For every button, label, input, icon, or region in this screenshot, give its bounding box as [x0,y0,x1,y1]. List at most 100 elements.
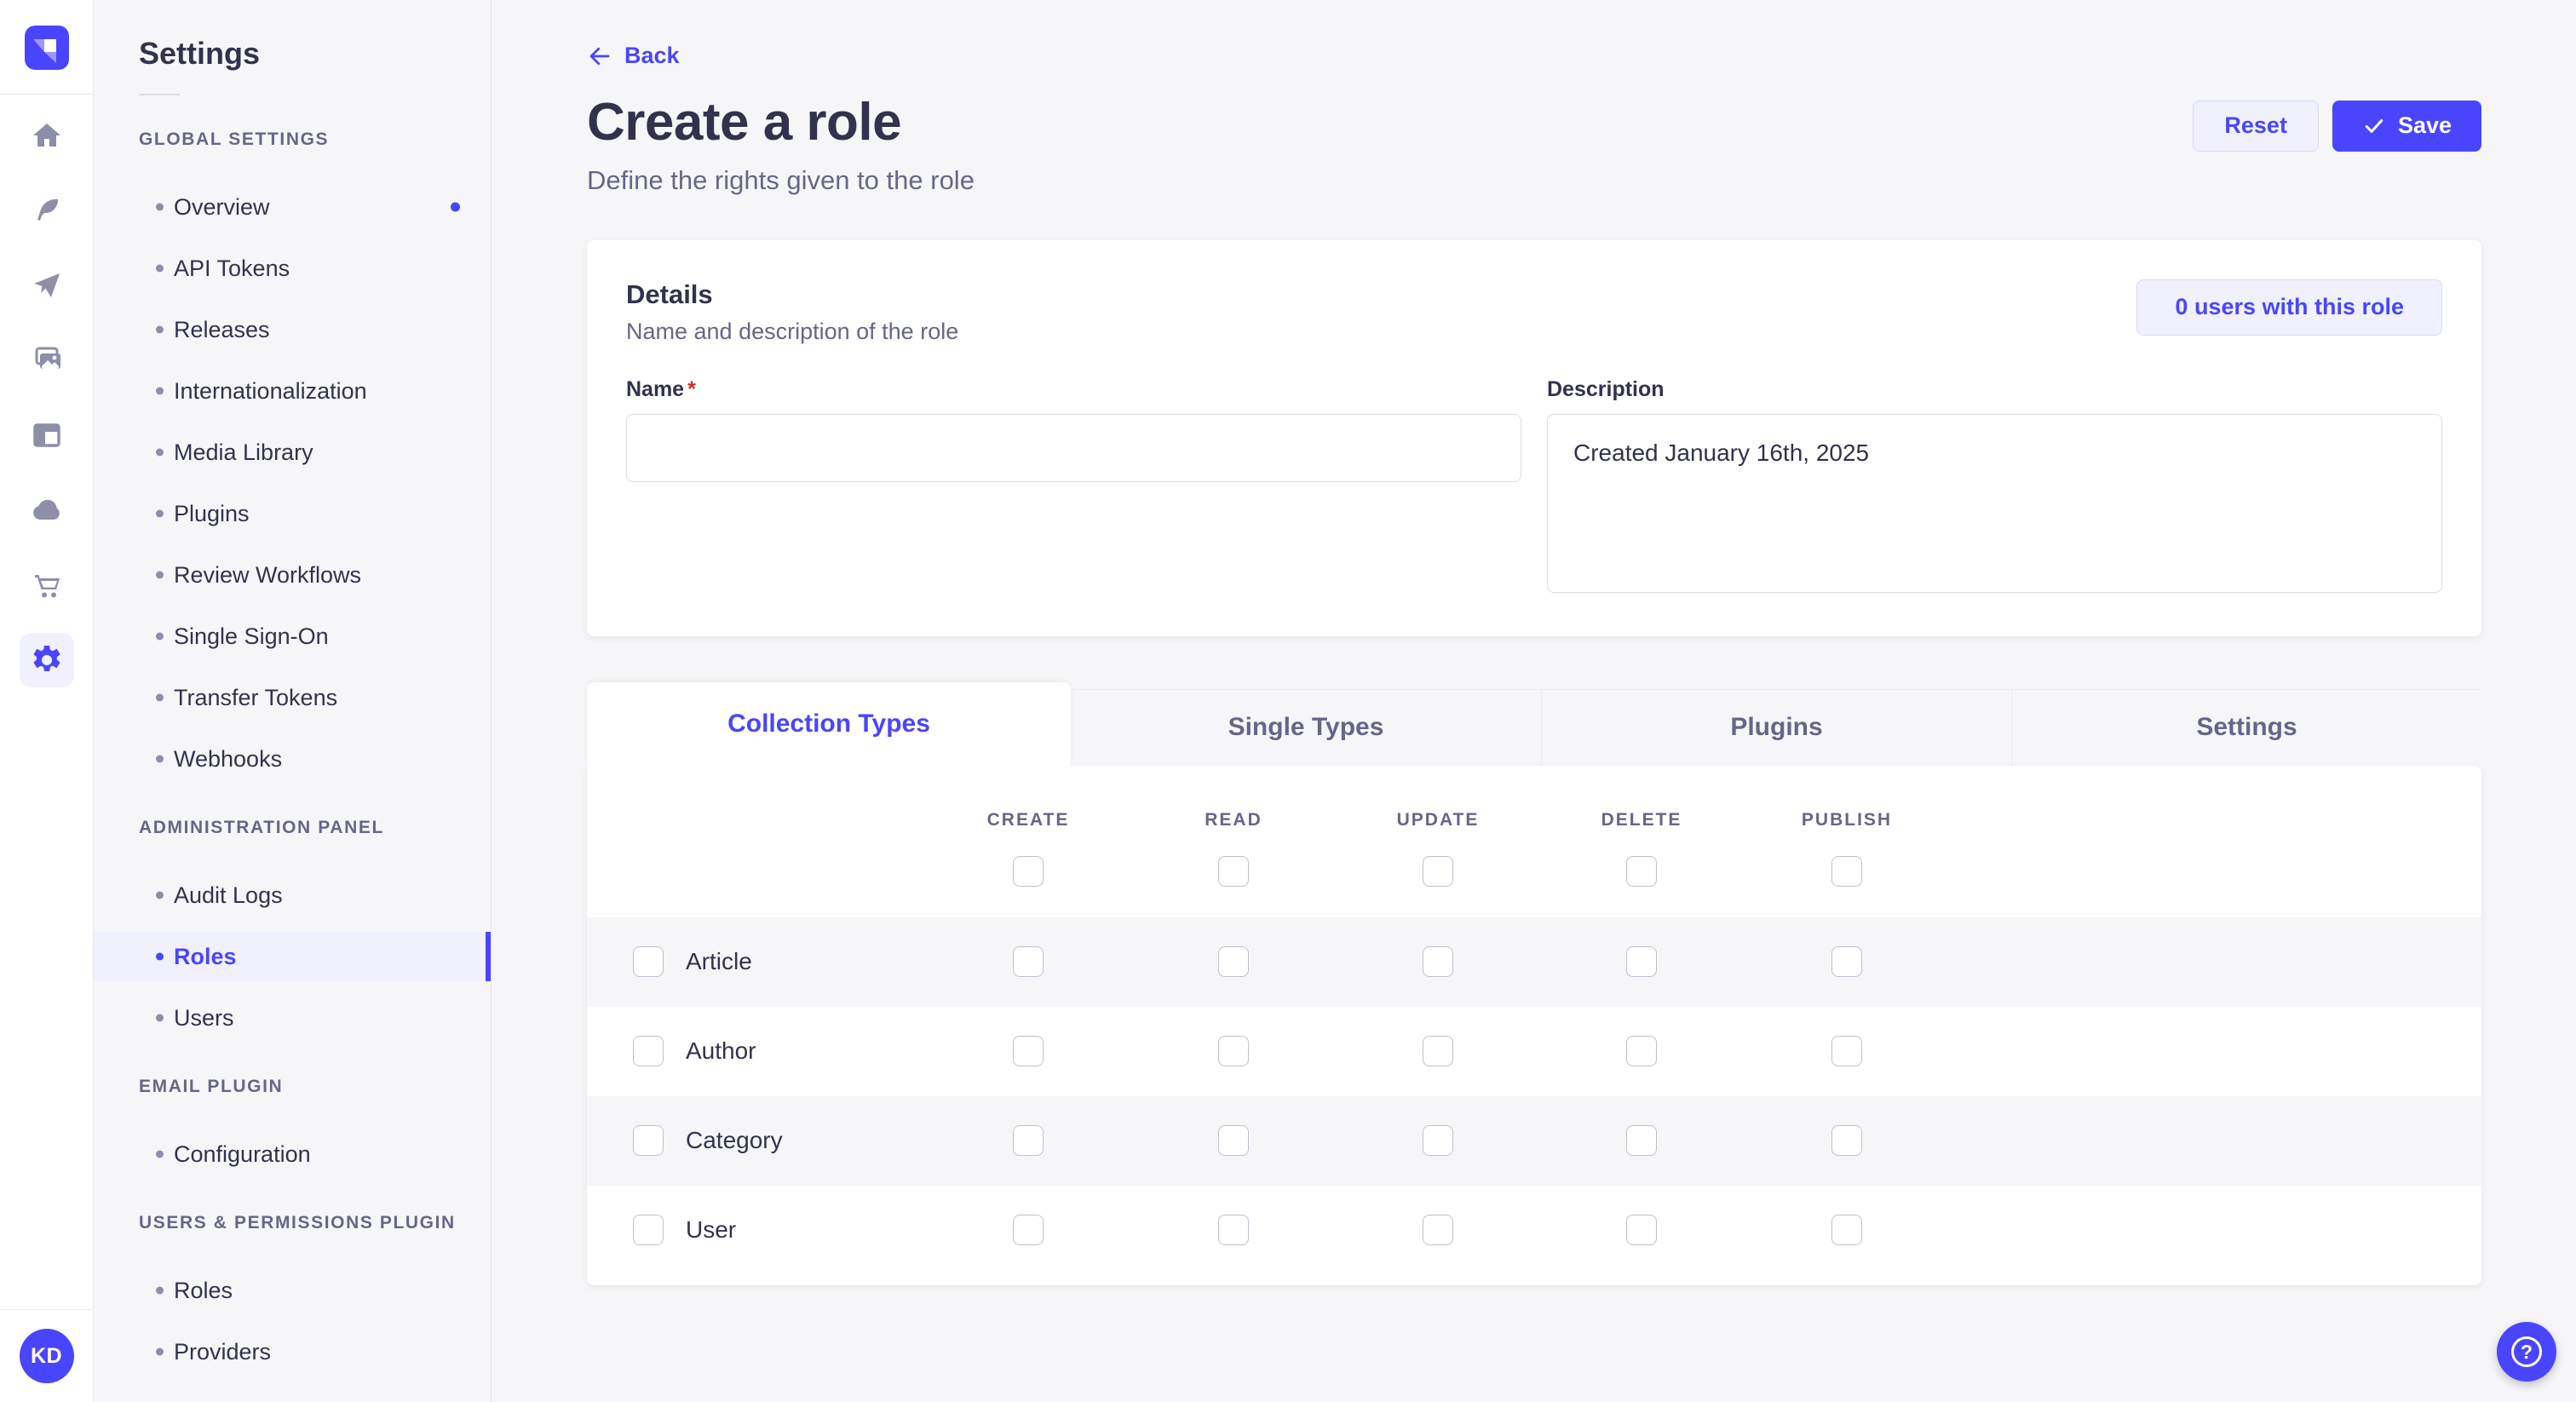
page-header: Create a role Define the rights given to… [587,92,2481,196]
article-publish-checkbox[interactable] [1831,946,1862,977]
action-buttons: Reset Save [2193,100,2481,152]
users-with-role-button[interactable]: 0 users with this role [2136,279,2442,336]
sidebar-item-label: Review Workflows [174,561,362,588]
cloud-icon[interactable] [20,483,74,537]
category-update-checkbox[interactable] [1423,1125,1453,1156]
sidebar-item-providers[interactable]: Providers [94,1327,491,1376]
sidebar-item-transfer-tokens[interactable]: Transfer Tokens [94,673,491,722]
details-title: Details [626,279,713,309]
column-header-read: READ [1205,809,1262,830]
paper-plane-icon[interactable] [20,258,74,313]
save-button[interactable]: Save [2332,100,2481,152]
sidebar-item-roles-up[interactable]: Roles [94,1266,491,1315]
category-publish-checkbox[interactable] [1831,1125,1862,1156]
sidebar-item-label: Providers [174,1338,272,1365]
sidebar-item-releases[interactable]: Releases [94,305,491,354]
description-textarea[interactable]: Created January 16th, 2025 [1547,413,2442,593]
sidebar-item-review-workflows[interactable]: Review Workflows [94,550,491,600]
page-subtitle: Define the rights given to the role [587,164,975,195]
sidebar-item-webhooks[interactable]: Webhooks [94,734,491,784]
select-all-delete-checkbox[interactable] [1626,855,1657,887]
sidebar-item-users[interactable]: Users [94,993,491,1043]
sidebar-item-label: Single Sign-On [174,623,329,649]
home-icon[interactable] [20,108,74,163]
sidebar-item-audit-logs[interactable]: Audit Logs [94,871,491,920]
select-all-update-checkbox[interactable] [1423,855,1453,887]
author-update-checkbox[interactable] [1423,1036,1453,1066]
article-row-checkbox[interactable] [633,946,664,977]
tab-collection-types[interactable]: Collection Types [587,681,1071,766]
sidebar-item-plugins[interactable]: Plugins [94,489,491,538]
sidebar-item-overview[interactable]: Overview [94,182,491,232]
article-update-checkbox[interactable] [1423,946,1453,977]
author-create-checkbox[interactable] [1013,1036,1044,1066]
sidebar-item-api-tokens[interactable]: API Tokens [94,244,491,293]
article-read-checkbox[interactable] [1218,946,1249,977]
name-input[interactable] [626,413,1521,482]
gear-icon[interactable] [19,633,74,687]
avatar[interactable]: KD [19,1329,74,1383]
page-header-text: Create a role Define the rights given to… [587,92,975,196]
images-icon[interactable] [20,333,74,388]
description-field-group: Description Created January 16th, 2025 [1547,377,2442,597]
tab-single-types[interactable]: Single Types [1071,688,1541,766]
question-mark-icon: ? [2511,1336,2542,1367]
sidebar-item-single-sign-on[interactable]: Single Sign-On [94,612,491,661]
save-label: Save [2397,112,2452,138]
author-read-checkbox[interactable] [1218,1036,1249,1066]
rail-nav [19,108,74,687]
sidebar-item-label: Internationalization [174,377,367,404]
section-list: Configuration [94,1129,491,1179]
sidebar-item-configuration[interactable]: Configuration [94,1129,491,1179]
category-read-checkbox[interactable] [1218,1125,1249,1156]
select-all-read-checkbox[interactable] [1218,855,1249,887]
user-read-checkbox[interactable] [1218,1215,1249,1245]
sidebar-item-internationalization[interactable]: Internationalization [94,366,491,416]
details-card-head: Details Name and description of the role… [626,279,2442,345]
user-create-checkbox[interactable] [1013,1215,1044,1245]
user-delete-checkbox[interactable] [1626,1215,1657,1245]
select-all-publish-checkbox[interactable] [1831,855,1862,887]
permissions-table-header: CREATE READ UPDATE DELETE PUBLISH [587,766,2481,917]
layout-icon[interactable] [20,408,74,463]
sidebar-title-divider [139,94,180,95]
sidebar-item-roles-admin[interactable]: Roles [94,932,491,981]
notification-dot [451,202,460,212]
user-publish-checkbox[interactable] [1831,1215,1862,1245]
author-publish-checkbox[interactable] [1831,1036,1862,1066]
category-delete-checkbox[interactable] [1626,1125,1657,1156]
cart-icon[interactable] [20,558,74,612]
sidebar-item-label: Roles [174,1277,233,1303]
section-list: Roles Providers [94,1266,491,1376]
article-delete-checkbox[interactable] [1626,946,1657,977]
sidebar-item-media-library[interactable]: Media Library [94,428,491,477]
help-button[interactable]: ? [2497,1322,2556,1382]
section-label: USERS & PERMISSIONS PLUGIN [139,1213,456,1232]
category-create-checkbox[interactable] [1013,1125,1044,1156]
author-row-checkbox[interactable] [633,1036,664,1066]
details-fields: Name * Description Created January 16th, … [626,377,2442,597]
tab-settings[interactable]: Settings [2011,688,2481,766]
user-update-checkbox[interactable] [1423,1215,1453,1245]
user-row-checkbox[interactable] [633,1215,664,1245]
feather-icon[interactable] [20,183,74,238]
sidebar-section-administration-panel: ADMINISTRATION PANEL Audit Logs Roles Us… [94,818,491,1043]
reset-button[interactable]: Reset [2193,100,2319,152]
sidebar-item-label: Overview [174,193,270,220]
permissions-panel: CREATE READ UPDATE DELETE PUBLISH Articl… [587,765,2481,1285]
tab-plugins[interactable]: Plugins [1541,688,2011,766]
name-field-group: Name * [626,377,1521,597]
permissions-tabs: Collection Types Single Types Plugins Se… [587,681,2481,766]
back-link[interactable]: Back [587,43,680,69]
article-create-checkbox[interactable] [1013,946,1044,977]
details-card: Details Name and description of the role… [587,239,2481,636]
back-label: Back [624,43,680,68]
select-all-create-checkbox[interactable] [1013,855,1044,887]
author-delete-checkbox[interactable] [1626,1036,1657,1066]
permissions-section: Collection Types Single Types Plugins Se… [587,681,2481,1319]
sidebar-section-email-plugin: EMAIL PLUGIN Configuration [94,1077,491,1179]
category-row-checkbox[interactable] [633,1125,664,1156]
sidebar-section-global-settings: GLOBAL SETTINGS Overview API Tokens Rele… [94,129,491,784]
strapi-logo[interactable] [24,26,69,70]
row-label: Article [686,948,752,974]
